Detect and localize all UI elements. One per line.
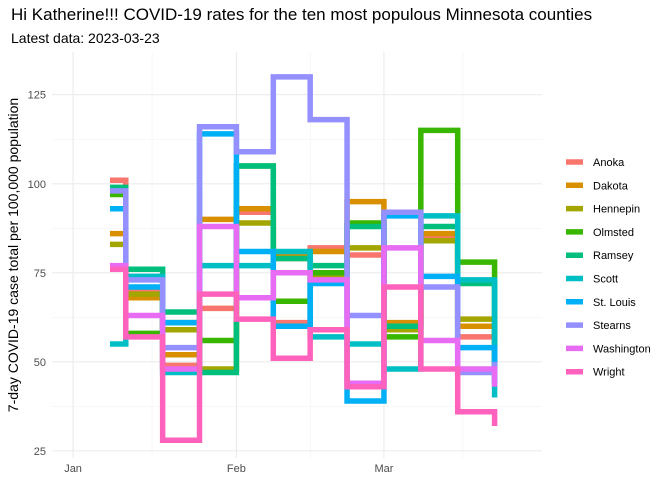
- series-lines: [109, 74, 498, 443]
- legend-label: Olmsted: [593, 227, 634, 239]
- y-tick-label: 125: [28, 90, 46, 102]
- legend-label: Hennepin: [593, 204, 640, 216]
- legend-label: Ramsey: [593, 250, 634, 262]
- legend-label: Wright: [593, 367, 625, 379]
- y-tick-label: 75: [34, 268, 46, 280]
- legend: Anoka Dakota Hennepin Olmsted Ramsey Scott St.…: [566, 157, 651, 379]
- legend-label: Stearns: [593, 320, 631, 332]
- legend-label: Anoka: [593, 157, 625, 169]
- y-tick-label: 50: [34, 357, 46, 369]
- legend-label: Scott: [593, 274, 618, 286]
- legend-label: St. Louis: [593, 297, 636, 309]
- x-tick-label: Feb: [227, 463, 246, 475]
- y-axis: 25 50 75 100 125: [28, 90, 46, 458]
- y-axis-title: 7-day COVID-19 case total per 100,000 po…: [5, 98, 21, 412]
- x-tick-label: Mar: [374, 463, 393, 475]
- x-axis: Jan Feb Mar: [64, 463, 394, 475]
- chart-title: Hi Katherine!!! COVID-19 rates for the t…: [11, 5, 592, 24]
- legend-label: Washington: [593, 343, 651, 355]
- y-tick-label: 100: [28, 179, 46, 191]
- chart-subtitle: Latest data: 2023-03-23: [11, 30, 160, 46]
- series-line-wright: [109, 266, 498, 443]
- y-tick-label: 25: [34, 446, 46, 458]
- legend-label: Dakota: [593, 180, 629, 192]
- x-tick-label: Jan: [64, 463, 82, 475]
